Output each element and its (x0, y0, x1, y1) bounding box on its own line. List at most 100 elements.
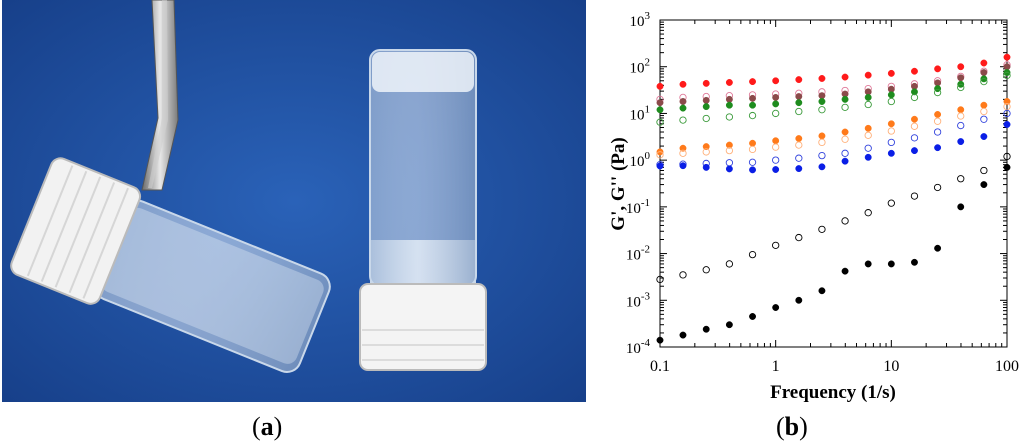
x-tick-label: 10 (883, 358, 899, 375)
data-point (864, 153, 872, 161)
data-point (1003, 71, 1011, 80)
data-point (795, 154, 803, 162)
data-point (818, 225, 826, 233)
data-point (725, 141, 733, 149)
data-point (864, 100, 872, 109)
x-tick-label: 100 (995, 358, 1019, 375)
data-point (818, 98, 826, 105)
data-point (957, 106, 965, 114)
data-point (702, 148, 710, 156)
data-point (980, 166, 988, 175)
data-point (795, 141, 803, 149)
data-point (772, 143, 780, 151)
data-point (818, 151, 826, 160)
data-point (934, 144, 942, 152)
data-point (818, 75, 826, 82)
tilted-vial (10, 157, 331, 373)
y-tick-label: 10-3 (626, 290, 651, 310)
data-point (749, 94, 756, 102)
data-point (1003, 63, 1011, 71)
data-point (725, 260, 734, 268)
panel-a-label: (a) (252, 412, 283, 441)
data-point (795, 233, 803, 242)
data-point (864, 260, 872, 268)
data-point (887, 127, 895, 135)
data-point (887, 138, 895, 147)
data-point (679, 149, 687, 157)
data-point (910, 122, 919, 130)
tweezers (141, 0, 179, 191)
data-point (679, 331, 687, 339)
panel-b-label: (b) (776, 412, 808, 441)
data-point (841, 267, 849, 275)
y-tick-label: 102 (630, 57, 651, 77)
data-point (980, 107, 988, 116)
data-point (679, 98, 687, 105)
data-points (656, 53, 1011, 344)
data-point (725, 79, 733, 86)
data-point (702, 143, 710, 151)
data-point (957, 63, 965, 71)
data-point (934, 85, 942, 93)
data-point (841, 157, 849, 165)
data-point (679, 116, 687, 124)
data-point (864, 124, 872, 132)
data-point (748, 158, 757, 166)
data-point (748, 250, 757, 259)
data-point (725, 101, 733, 109)
data-point (980, 101, 988, 109)
data-point (864, 93, 872, 101)
data-point (656, 106, 664, 114)
data-point (795, 296, 803, 304)
y-tick-label: 10-4 (626, 337, 651, 357)
data-point (911, 88, 918, 96)
data-point (911, 115, 918, 123)
data-point (818, 287, 826, 295)
data-point (702, 96, 710, 104)
data-point (864, 131, 872, 139)
data-point (1003, 163, 1011, 171)
data-point (841, 103, 849, 111)
data-point (656, 336, 664, 344)
data-point (933, 128, 942, 136)
upright-vial-cap (359, 283, 487, 371)
data-point (887, 91, 895, 99)
data-point (818, 163, 826, 171)
data-point (911, 258, 918, 266)
data-point (957, 175, 965, 183)
data-point (772, 77, 780, 85)
data-point (1003, 98, 1011, 105)
data-point (749, 313, 756, 320)
data-point (933, 117, 942, 125)
data-point (864, 71, 872, 79)
data-point (1003, 152, 1011, 161)
data-point (910, 134, 919, 142)
data-point (795, 107, 803, 116)
data-point (725, 321, 733, 329)
data-point (772, 156, 780, 164)
data-point (864, 209, 872, 217)
data-point (702, 266, 710, 274)
data-point (679, 271, 687, 279)
x-tick-labels: 0.1 1 10 100 (650, 358, 1019, 375)
data-point (934, 244, 942, 252)
data-point (795, 93, 803, 100)
data-point (702, 103, 710, 111)
data-point (679, 80, 687, 88)
data-point (748, 111, 757, 120)
data-point (818, 138, 826, 147)
data-point (841, 95, 849, 103)
data-point (772, 93, 780, 101)
data-point (818, 92, 826, 100)
data-point (772, 166, 780, 173)
data-point (841, 73, 849, 81)
data-point (910, 93, 919, 102)
tilted-vial-cap (10, 157, 142, 305)
data-point (957, 74, 965, 82)
data-point (656, 162, 664, 170)
data-point (748, 145, 757, 154)
data-point (795, 165, 803, 173)
x-tick-label: 1 (772, 358, 780, 375)
data-point (957, 203, 965, 211)
y-tick-label: 10-2 (626, 244, 650, 264)
